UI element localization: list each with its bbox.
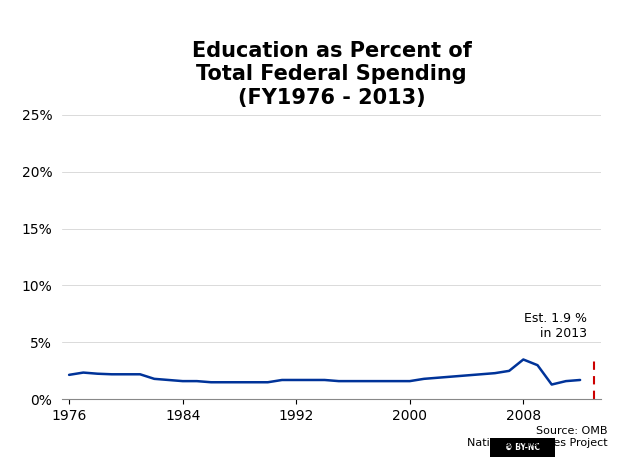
Text: Source: OMB
National Priorities Project: Source: OMB National Priorities Project: [467, 426, 608, 448]
Text: © BY-NC: © BY-NC: [505, 443, 540, 452]
Title: Education as Percent of
Total Federal Spending
(FY1976 - 2013): Education as Percent of Total Federal Sp…: [192, 41, 472, 108]
Text: Est. 1.9 %
in 2013: Est. 1.9 % in 2013: [524, 312, 587, 340]
